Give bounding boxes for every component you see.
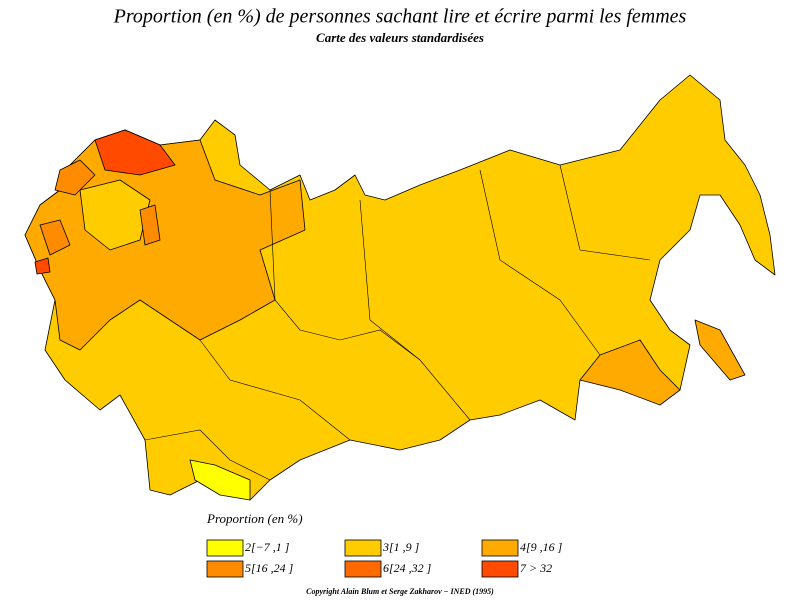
region (54, 159, 96, 196)
legend-swatch (206, 539, 244, 557)
legend-swatch (206, 560, 244, 578)
legend-label: 5[16 ,24 ] (245, 561, 294, 575)
region-border (359, 199, 421, 361)
region-border (199, 339, 351, 441)
region (79, 179, 151, 251)
region (34, 257, 51, 275)
legend-swatch (344, 539, 382, 557)
legend-label: 4[9 ,16 ] (520, 540, 563, 554)
region-border (479, 169, 601, 356)
map-title: Proportion (en %) de personnes sachant l… (113, 6, 687, 28)
region (94, 129, 176, 176)
region (139, 204, 161, 246)
region (39, 219, 71, 256)
legend-swatch (344, 560, 382, 578)
legend-label: 6[24 ,32 ] (383, 561, 432, 575)
region-border (144, 429, 271, 481)
legend-title: Proportion (en %) (206, 511, 303, 526)
region (579, 339, 681, 406)
legend: 2[−7 ,1 ] 3[1 ,9 ] 4[9 ,16 ] 5[16 ,24 ] 6[24… (206, 539, 563, 578)
legend-label: 3[1 ,9 ] (382, 540, 420, 554)
map (24, 74, 776, 501)
region (189, 459, 251, 501)
legend-swatch (481, 560, 519, 578)
region (694, 319, 746, 381)
legend-label: 7 > 32 (520, 561, 552, 575)
legend-label: 2[−7 ,1 ] (245, 540, 290, 554)
legend-swatch (481, 539, 519, 557)
region-border (559, 164, 651, 261)
copyright: Copyright Alain Blum et Serge Zakharov −… (306, 587, 494, 596)
map-subtitle: Carte des valeurs standardisées (316, 30, 484, 45)
